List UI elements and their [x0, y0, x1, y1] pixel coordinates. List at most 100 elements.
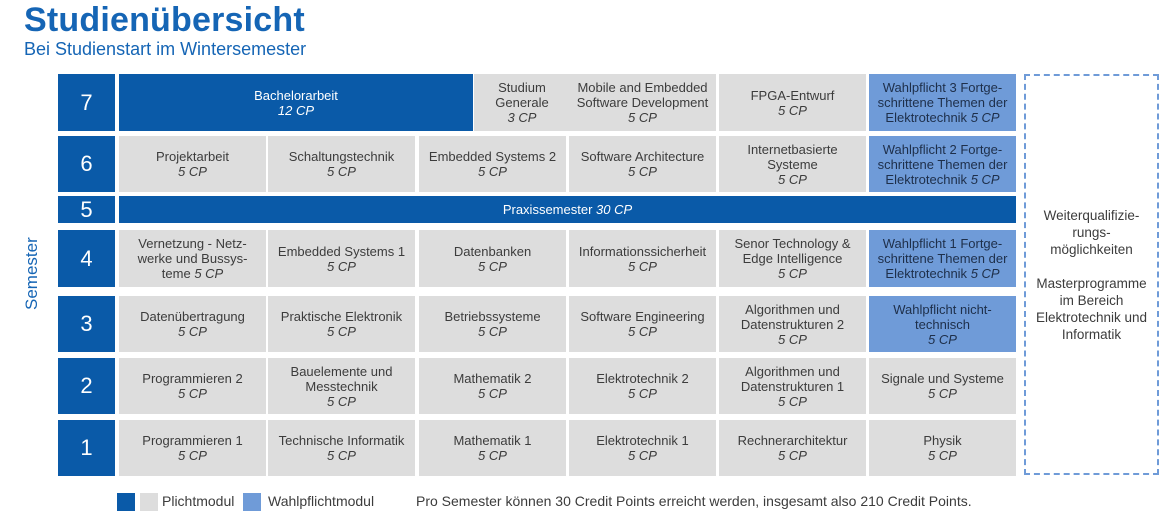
semester-number: 7	[58, 74, 115, 131]
credit-points: 5 CP	[628, 448, 657, 463]
module-name-line: Datenstrukturen 1	[741, 379, 844, 394]
module-name-text: Wahlpflicht 3 Fortge-	[882, 80, 1003, 95]
page-title: Studienübersicht	[24, 1, 305, 39]
module-cell: Studium Generale 3 CP	[474, 74, 570, 131]
module-cell: Wahlpflicht nicht-technisch 5 CP	[869, 296, 1016, 352]
credit-points: 5 CP	[194, 266, 224, 281]
module-name-line: Elektrotechnik 1	[596, 433, 689, 448]
legend-swatch-dark	[117, 493, 135, 511]
module-name-text: werke und Bussys-	[137, 251, 248, 266]
master-programs-text: Masterprogramme im Bereich Elektrotechnik …	[1036, 275, 1147, 343]
side-text-line: Informatik	[1061, 326, 1122, 342]
module-name-text: Edge Intelligence	[742, 251, 843, 266]
module-cell: Mobile and Embedded Software Development 5…	[569, 74, 716, 131]
module-cell: Betriebssysteme 5 CP	[419, 296, 566, 352]
module-name-line: Wahlpflicht nicht-	[893, 302, 992, 317]
page-subtitle: Bei Studienstart im Wintersemester	[24, 39, 307, 59]
module-name-line: Wahlpflicht 3 Fortge-	[883, 80, 1002, 95]
module-cell: Rechnerarchitektur 5 CP	[719, 420, 866, 476]
module-name-text: Betriebssysteme	[444, 309, 541, 324]
module-name-text: Algorithmen und	[745, 301, 840, 317]
module-name-line: Senor Technology &	[734, 236, 850, 251]
semester-number: 5	[58, 196, 115, 223]
module-name-line: Internetbasierte	[747, 142, 837, 157]
legend-wahlpflicht-label: Wahlpflichtmodul	[268, 493, 375, 509]
module-name-line: Software Development	[577, 95, 709, 110]
module-cell: Projektarbeit 5 CP	[119, 136, 266, 192]
credit-points: 5 CP	[178, 386, 207, 401]
module-name-line: Bauelemente und	[291, 364, 393, 379]
credit-points: 5 CP	[478, 386, 507, 401]
module-name-text: Algorithmen und	[745, 363, 840, 379]
credit-points: 5 CP	[178, 324, 207, 339]
module-cell: Software Engineering 5 CP	[569, 296, 716, 352]
credit-points: 5 CP	[327, 258, 356, 274]
module-name-line: Programmieren 1	[142, 433, 242, 448]
credit-points: 5 CP	[327, 324, 356, 339]
module-name-line: Algorithmen und	[745, 302, 840, 317]
credit-points: 5 CP	[478, 324, 507, 339]
module-name-line: Praktische Elektronik	[281, 309, 402, 324]
legend-swatch-pflicht	[140, 493, 158, 511]
credit-points: 5 CP	[778, 331, 807, 347]
module-name-text: Software Development	[576, 95, 709, 110]
module-cell: Schaltungstechnik 5 CP	[268, 136, 415, 192]
module-name-line: schrittene Themen der	[878, 251, 1008, 266]
module-name-text: Systeme	[767, 156, 818, 172]
module-name-text: Bauelemente und	[290, 363, 393, 379]
module-name-text: Senor Technology &	[734, 236, 851, 251]
module-name-line: teme 5 CP	[162, 266, 223, 281]
semester-row-5: 5 Praxissemester 30 CP	[58, 196, 1016, 223]
credit-points: 5 CP	[628, 110, 657, 125]
module-name-line: Embedded Systems 1	[278, 244, 405, 259]
module-cell: Wahlpflicht 2 Fortge-schrittene Themen d…	[869, 136, 1016, 192]
credit-points: 5 CP	[970, 171, 1000, 187]
semester-number: 3	[58, 296, 115, 352]
module-name-text: Physik	[923, 433, 962, 448]
module-name-line: Bachelorarbeit	[254, 88, 338, 103]
module-name-line: Mobile and Embedded	[577, 80, 707, 95]
module-name-line: Programmieren 2	[142, 371, 242, 386]
semester-number: 2	[58, 358, 115, 414]
credit-points: 5 CP	[478, 448, 507, 463]
credit-points: 5 CP	[628, 164, 657, 179]
module-cell: Internetbasierte Systeme 5 CP	[719, 136, 866, 192]
module-name-line: Elektrotechnik 5 CP	[885, 172, 999, 187]
module-name-text: FPGA-Entwurf	[750, 87, 835, 103]
module-cell: Bachelorarbeit 12 CP	[119, 74, 473, 131]
legend-pflicht-label: Plichtmodul	[162, 493, 235, 509]
further-qualification-box: Weiterqualifizie-rungs-möglichkeiten Mas…	[1024, 74, 1159, 475]
module-cell: Signale und Systeme 5 CP	[869, 358, 1016, 414]
module-name-text: Elektrotechnik	[885, 171, 968, 187]
module-name-text: teme	[161, 266, 191, 281]
module-cell: Physik 5 CP	[869, 420, 1016, 476]
module-name-text: Mathematik 1	[453, 433, 532, 448]
side-text-line: Weiterqualifizie-	[1043, 207, 1140, 223]
module-cell: Datenübertragung 5 CP	[119, 296, 266, 352]
credit-points: 5 CP	[928, 448, 957, 463]
module-name-line: Software Architecture	[581, 149, 705, 164]
module-name-text: Technische Informatik	[278, 433, 405, 448]
module-name-text: Software Engineering	[580, 309, 705, 324]
module-name-text: schrittene Themen der	[877, 251, 1008, 266]
module-name-text: Messtechnik	[305, 378, 378, 394]
module-name-line: Technische Informatik	[279, 433, 405, 448]
module-name-line: Elektrotechnik 2	[596, 371, 689, 386]
module-name-line: Elektrotechnik 5 CP	[885, 110, 999, 125]
module-cell: Senor Technology & Edge Intelligence 5 CP	[719, 230, 866, 287]
credit-points: 5 CP	[178, 448, 207, 463]
semester-number: 4	[58, 230, 115, 287]
module-name-line: Datenbanken	[454, 244, 531, 259]
module-cell: Software Architecture 5 CP	[569, 136, 716, 192]
legend-note: Pro Semester können 30 Credit Points err…	[416, 493, 972, 509]
module-cell: Bauelemente und Messtechnik 5 CP	[268, 358, 415, 414]
module-name-text: schrittene Themen der	[877, 156, 1008, 172]
credit-points: 5 CP	[628, 258, 657, 274]
